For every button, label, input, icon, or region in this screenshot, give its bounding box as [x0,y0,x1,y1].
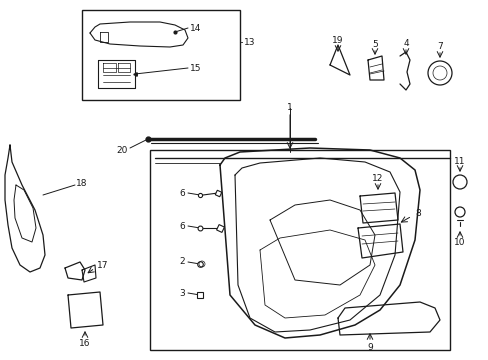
Text: 4: 4 [403,39,408,48]
Text: 7: 7 [436,41,442,50]
Text: 6: 6 [179,189,184,198]
Text: 16: 16 [79,339,91,348]
Text: 20: 20 [116,145,127,154]
Text: 19: 19 [331,36,343,45]
Text: 9: 9 [366,342,372,351]
Bar [150,150,449,350]
Text: 3: 3 [179,288,184,297]
Text: 11: 11 [453,157,465,166]
Text: 1: 1 [286,103,292,112]
Text: 6: 6 [179,221,184,230]
Text: 17: 17 [97,261,108,270]
Text: 15: 15 [190,63,202,72]
Text: 8: 8 [414,208,420,217]
Text: 5: 5 [371,40,377,49]
Text: 12: 12 [371,174,383,183]
Text: 18: 18 [76,179,87,188]
Text: 10: 10 [453,238,465,247]
Text: 14: 14 [190,23,201,32]
Text: 13: 13 [244,37,255,46]
Bar [82,10,240,100]
Text: 2: 2 [179,257,184,266]
